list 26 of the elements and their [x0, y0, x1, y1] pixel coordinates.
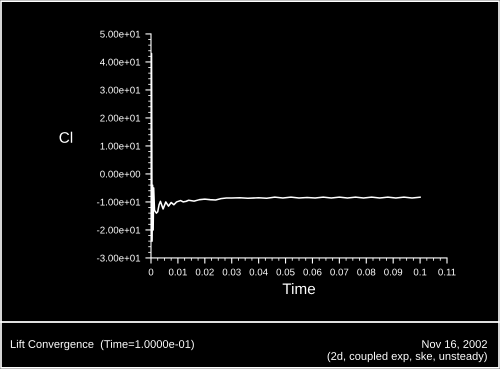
y-tick-label: 5.00e+01 — [100, 30, 140, 38]
y-tick-label: -2.00e+01 — [96, 226, 140, 234]
y-tick-label: 3.00e+01 — [100, 86, 140, 94]
x-tick-label: 0.05 — [276, 268, 295, 276]
text: Lift Convergence (Time=1.0000e-01) — [10, 340, 194, 350]
y-tick-label: 4.00e+01 — [100, 58, 140, 66]
y-axis-title: Cl — [60, 132, 72, 143]
text: Nov 16, 2002 — [422, 340, 487, 350]
y-tick-label: 2.00e+01 — [100, 114, 140, 122]
x-tick-label: 0.08 — [357, 268, 376, 276]
x-tick-label: 0.02 — [196, 268, 214, 276]
y-tick-label: 0.00e+00 — [100, 170, 140, 178]
x-axis-title: Time — [282, 282, 316, 294]
x-tick-label: 0 — [148, 268, 154, 276]
x-tick-label: 0.03 — [222, 268, 241, 276]
x-tick-label: 0.09 — [384, 268, 402, 276]
x-tick-label: 0.07 — [330, 268, 348, 276]
x-tick-label: 0.06 — [303, 268, 322, 276]
x-tick-label: 0.04 — [250, 268, 268, 276]
x-tick-label: 0.11 — [438, 268, 456, 276]
text: (2d, coupled exp, ske, unsteady) — [328, 352, 487, 362]
x-tick-label: 0.01 — [168, 268, 187, 276]
x-tick-label: 0.1 — [414, 268, 426, 276]
y-tick-label: 1.00e+01 — [100, 142, 140, 150]
y-tick-label: -3.00e+01 — [96, 254, 140, 262]
y-tick-label: -1.00e+01 — [96, 198, 140, 206]
